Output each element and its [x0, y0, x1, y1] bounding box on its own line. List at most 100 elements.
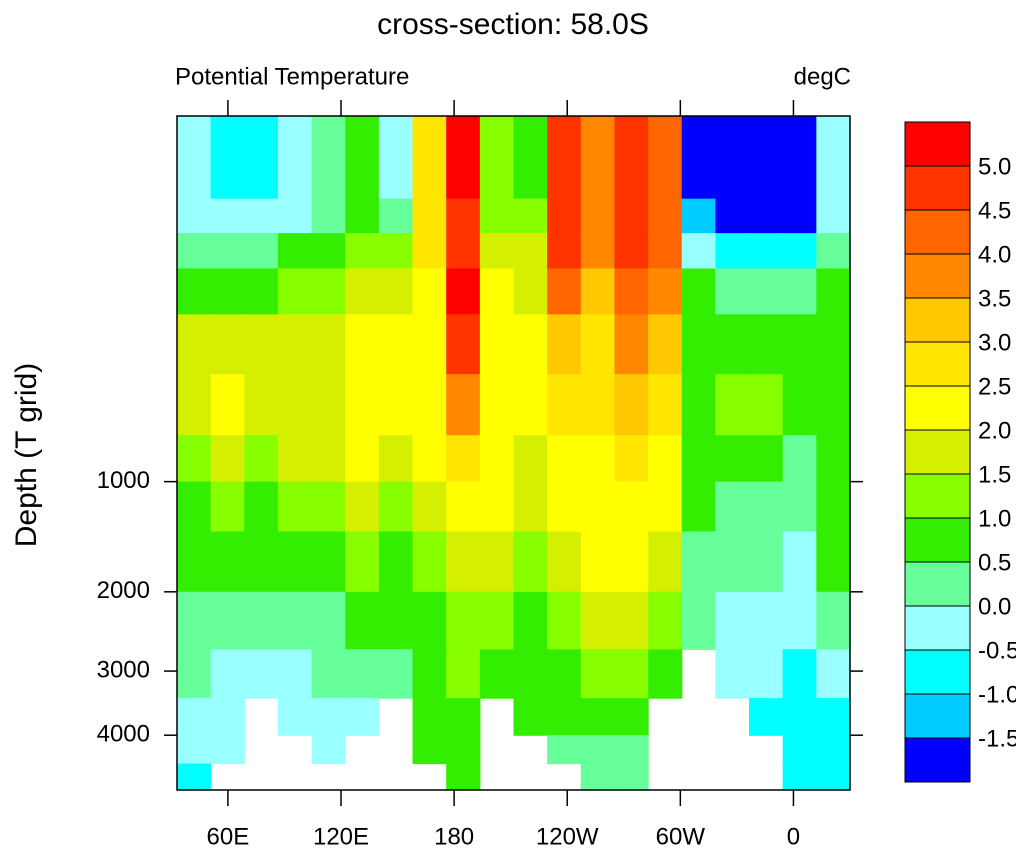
contour-cell: [277, 591, 313, 650]
contour-cell: [446, 233, 481, 270]
contour-cell: [648, 649, 683, 699]
contour-cell: [715, 374, 750, 436]
contour-cell: [311, 116, 346, 200]
contour-cell: [614, 698, 649, 736]
contour-cell: [177, 735, 212, 765]
contour-cell: [749, 233, 784, 270]
contour-cell: [277, 198, 313, 234]
contour-cell: [345, 314, 380, 375]
contour-cell: [749, 649, 784, 699]
colorbar-box: [904, 737, 971, 783]
contour-cell: [816, 531, 851, 593]
contour-cell: [412, 649, 447, 699]
contour-cell: [580, 268, 616, 315]
contour-cell: [244, 591, 279, 650]
contour-cell: [311, 481, 346, 533]
contour-cell: [412, 268, 447, 315]
contour-cell: [681, 314, 716, 375]
contour-cell: [782, 649, 817, 699]
contour-cell: [277, 531, 313, 593]
contour-cell: [715, 268, 750, 315]
colorbar-label: -1.5: [978, 725, 1016, 752]
contour-cell: [816, 435, 851, 483]
contour-cell: [412, 116, 447, 200]
contour-cell: [446, 763, 481, 791]
contour-cell: [614, 481, 649, 533]
colorbar-box: [904, 561, 971, 607]
contour-cell: [816, 374, 851, 436]
contour-cell: [547, 374, 582, 436]
contour-cell: [782, 374, 817, 436]
colorbar-box: [904, 385, 971, 431]
contour-cell: [681, 591, 716, 650]
contour-cell: [378, 374, 414, 436]
y-tick-label: 1000: [97, 467, 150, 494]
contour-cell: [177, 314, 212, 375]
contour-cell: [177, 116, 212, 200]
contour-cell: [177, 233, 212, 270]
colorbar-box: [904, 429, 971, 475]
contour-cell: [277, 698, 313, 736]
colorbar-box: [904, 341, 971, 387]
contour-cell: [311, 198, 346, 234]
contour-cell: [749, 116, 784, 200]
contour-cell: [378, 268, 414, 315]
contour-cell: [614, 116, 649, 200]
contour-cell: [816, 591, 851, 650]
x-tick-label: 120W: [536, 823, 599, 850]
contour-cell: [177, 374, 212, 436]
contour-cell: [580, 374, 616, 436]
contour-cell: [580, 435, 616, 483]
colorbar-label: -1.0: [978, 681, 1016, 708]
contour-cell: [177, 481, 212, 533]
colorbar-box: [904, 473, 971, 519]
contour-cell: [479, 374, 515, 436]
contour-cell: [782, 435, 817, 483]
contour-cell: [210, 268, 245, 315]
contour-cell: [345, 649, 380, 699]
contour-cell: [446, 116, 481, 200]
contour-cell: [648, 531, 683, 593]
contour-cell: [210, 198, 245, 234]
contour-cell: [311, 374, 346, 436]
contour-cell: [210, 481, 245, 533]
contour-cell: [244, 374, 279, 436]
y-tick-label: 3000: [97, 656, 150, 683]
colorbar-label: 0.0: [978, 593, 1011, 620]
contour-cell: [479, 314, 515, 375]
contour-cell: [412, 233, 447, 270]
contour-cell: [244, 649, 279, 699]
contour-cell: [277, 435, 313, 483]
contour-cell: [614, 233, 649, 270]
contour-cell: [513, 531, 548, 593]
x-tick-label: 60W: [656, 823, 706, 850]
contour-cell: [547, 198, 582, 234]
contour-cell: [681, 531, 716, 593]
contour-cell: [244, 435, 279, 483]
contour-cell: [210, 531, 245, 593]
contour-cell: [580, 591, 616, 650]
contour-cell: [749, 374, 784, 436]
contour-cell: [749, 481, 784, 533]
contour-cell: [244, 233, 279, 270]
contour-cell: [479, 649, 515, 699]
contour-cell: [210, 233, 245, 270]
contour-cell: [513, 198, 548, 234]
contour-cell: [782, 698, 817, 736]
contour-cell: [816, 698, 851, 736]
contour-cell: [782, 591, 817, 650]
contour-cell: [648, 198, 683, 234]
contour-field: [177, 116, 851, 791]
contour-cell: [378, 435, 414, 483]
y-axis-label: Depth (T grid): [10, 363, 43, 548]
contour-cell: [345, 481, 380, 533]
contour-cell: [513, 116, 548, 200]
colorbar-box: [904, 649, 971, 695]
contour-cell: [378, 591, 414, 650]
contour-cell: [378, 116, 414, 200]
contour-cell: [446, 481, 481, 533]
colorbar-box: [904, 605, 971, 651]
contour-cell: [580, 233, 616, 270]
contour-cell: [513, 481, 548, 533]
colorbar-box: [904, 693, 971, 739]
